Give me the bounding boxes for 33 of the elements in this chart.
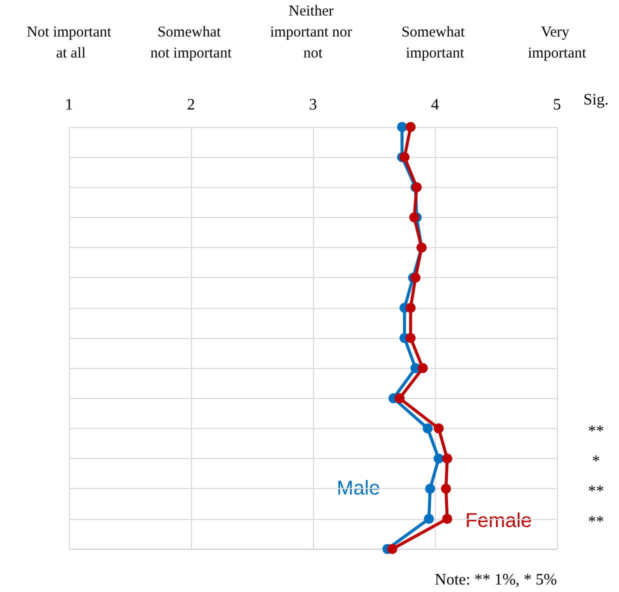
text: Somewhat important xyxy=(401,24,469,62)
text: Somewhat not important xyxy=(150,24,232,62)
point xyxy=(440,484,451,494)
point xyxy=(400,152,410,162)
text: ** xyxy=(588,483,604,500)
point xyxy=(409,212,420,222)
point xyxy=(397,122,408,132)
point xyxy=(387,544,398,554)
x-tick-label: 5 xyxy=(553,96,561,114)
x-tick-label: 1 xyxy=(65,96,73,114)
text: Very important xyxy=(528,24,587,62)
x-tick-label: 3 xyxy=(309,96,317,114)
text: Not important at all xyxy=(26,24,112,62)
x-tick-label: 4 xyxy=(431,96,439,114)
point xyxy=(425,484,436,494)
point xyxy=(424,514,434,524)
text: Sig. xyxy=(583,92,609,108)
point xyxy=(394,393,405,404)
point xyxy=(434,423,444,434)
point xyxy=(442,454,452,464)
point xyxy=(422,423,433,434)
text: ** xyxy=(588,513,604,530)
text: * xyxy=(592,453,600,470)
point xyxy=(406,333,416,343)
point xyxy=(442,514,452,524)
point xyxy=(406,302,416,313)
x-tick-label: 2 xyxy=(187,96,195,114)
point xyxy=(434,454,444,464)
point xyxy=(406,122,416,132)
text: ** xyxy=(588,422,604,440)
point xyxy=(418,363,428,374)
text: Note: ** 1%, * 5% xyxy=(434,572,557,588)
text: Neither important nor not xyxy=(270,4,356,62)
